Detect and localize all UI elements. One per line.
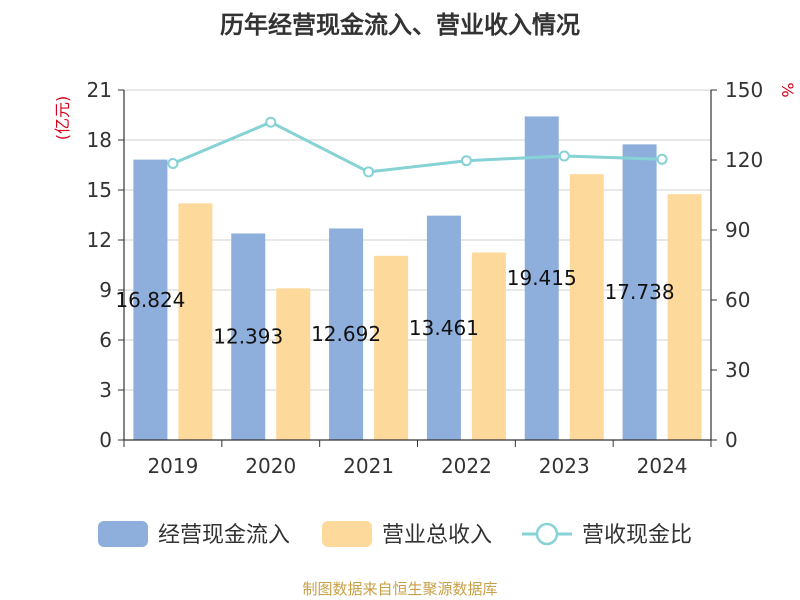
bar-cash-inflow	[426, 215, 461, 440]
left-axis-ticks: 0 3 6 9 12 15 18 21	[87, 78, 124, 452]
source-note: 制图数据来自恒生聚源数据库	[302, 580, 497, 598]
line-series	[167, 116, 668, 178]
left-tick-label: 18	[87, 128, 112, 152]
right-tick-label: 0	[725, 428, 738, 452]
x-tick-label: 2020	[245, 454, 296, 478]
ratio-point	[656, 153, 668, 165]
bar-cash-inflow	[622, 144, 657, 440]
x-tick-label: 2022	[441, 454, 492, 478]
ratio-point	[363, 166, 375, 178]
bar-value-label: 19.415	[507, 266, 577, 290]
bar-data-labels: 16.824 12.393 12.692 13.461 19.415 17.738	[115, 266, 674, 349]
right-tick-label: 60	[725, 288, 750, 312]
bar-cash-inflow	[133, 159, 168, 440]
left-tick-label: 21	[87, 78, 112, 102]
legend-swatch	[98, 521, 148, 547]
left-axis-label: (亿元)	[53, 96, 72, 141]
right-tick-label: 150	[725, 78, 763, 102]
bar-value-label: 12.393	[213, 325, 283, 349]
bar-revenue	[276, 288, 311, 440]
right-tick-label: 30	[725, 358, 750, 382]
legend-line-marker	[535, 522, 559, 546]
bar-value-label: 13.461	[409, 316, 479, 340]
ratio-point	[460, 155, 472, 167]
ratio-point	[265, 116, 277, 128]
ratio-point	[558, 150, 570, 162]
bar-revenue	[471, 252, 506, 440]
grid-lines	[124, 89, 711, 391]
right-axis-label: %	[778, 82, 797, 97]
bars	[133, 116, 702, 441]
left-tick-label: 6	[99, 328, 112, 352]
x-tick-label: 2024	[637, 454, 688, 478]
x-tick-label: 2023	[539, 454, 590, 478]
bar-value-label: 16.824	[115, 288, 185, 312]
left-tick-label: 15	[87, 178, 112, 202]
bar-revenue	[374, 255, 409, 440]
right-axis-ticks: 0 30 60 90 120 150	[711, 78, 763, 452]
x-tick-label: 2019	[147, 454, 198, 478]
bar-value-label: 12.692	[311, 322, 381, 346]
legend-label: 营业总收入	[382, 523, 492, 548]
bar-cash-inflow	[329, 228, 364, 440]
bar-cash-inflow	[231, 233, 266, 440]
chart-title: 历年经营现金流入、营业收入情况	[220, 11, 580, 39]
left-tick-label: 3	[99, 378, 112, 402]
legend: 经营现金流入 营业总收入 营收现金比	[98, 521, 692, 548]
legend-swatch	[322, 521, 372, 547]
bar-revenue	[667, 194, 702, 440]
bar-value-label: 17.738	[605, 280, 675, 304]
bar-revenue	[178, 203, 213, 440]
left-tick-label: 0	[99, 428, 112, 452]
right-tick-label: 120	[725, 148, 763, 172]
ratio-point	[167, 158, 179, 169]
x-tick-label: 2021	[343, 454, 394, 478]
bar-revenue	[569, 174, 604, 440]
left-tick-label: 9	[99, 278, 112, 302]
legend-label: 经营现金流入	[158, 523, 290, 548]
left-tick-label: 12	[87, 228, 112, 252]
ratio-line	[172, 120, 663, 174]
x-axis-ticks: 2019 2020 2021 2022 2023 2024	[123, 440, 712, 478]
bar-cash-inflow	[524, 116, 559, 441]
legend-label: 营收现金比	[582, 523, 692, 548]
right-tick-label: 90	[725, 218, 750, 242]
